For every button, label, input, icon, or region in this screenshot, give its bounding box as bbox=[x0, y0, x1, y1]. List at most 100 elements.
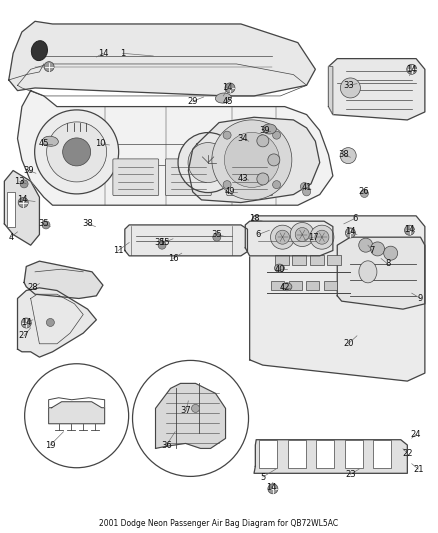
Text: 33: 33 bbox=[343, 81, 353, 90]
Circle shape bbox=[384, 246, 398, 260]
FancyBboxPatch shape bbox=[113, 159, 159, 196]
Text: 8: 8 bbox=[385, 260, 390, 268]
Circle shape bbox=[360, 189, 368, 198]
Circle shape bbox=[290, 222, 314, 247]
Circle shape bbox=[272, 181, 281, 189]
Ellipse shape bbox=[215, 93, 231, 103]
Text: 35: 35 bbox=[155, 238, 165, 247]
Bar bbox=[373, 440, 391, 468]
Circle shape bbox=[25, 364, 129, 468]
Circle shape bbox=[47, 122, 106, 182]
Ellipse shape bbox=[275, 264, 284, 272]
Circle shape bbox=[213, 233, 221, 241]
Text: 7: 7 bbox=[370, 246, 375, 255]
Text: 22: 22 bbox=[402, 449, 413, 457]
Circle shape bbox=[63, 138, 91, 166]
Ellipse shape bbox=[262, 124, 276, 134]
Text: 34: 34 bbox=[238, 134, 248, 143]
Polygon shape bbox=[188, 117, 320, 203]
Text: 13: 13 bbox=[14, 177, 25, 185]
Text: 36: 36 bbox=[161, 441, 172, 449]
Circle shape bbox=[42, 221, 50, 229]
Circle shape bbox=[158, 241, 166, 249]
Ellipse shape bbox=[224, 132, 279, 188]
Text: 28: 28 bbox=[28, 284, 38, 292]
Text: 19: 19 bbox=[45, 441, 56, 449]
Bar bbox=[288, 440, 306, 468]
Circle shape bbox=[188, 142, 228, 183]
Text: 23: 23 bbox=[345, 470, 356, 479]
Text: 1: 1 bbox=[120, 49, 125, 58]
Text: 38: 38 bbox=[82, 220, 93, 228]
Text: 14: 14 bbox=[17, 196, 27, 204]
Bar bbox=[310, 254, 324, 264]
Text: 18: 18 bbox=[249, 214, 259, 223]
Circle shape bbox=[257, 173, 269, 185]
Polygon shape bbox=[155, 383, 226, 448]
Text: 14: 14 bbox=[406, 65, 417, 74]
Circle shape bbox=[371, 242, 385, 256]
Text: 14: 14 bbox=[223, 84, 233, 92]
Circle shape bbox=[268, 154, 280, 166]
Text: 39: 39 bbox=[260, 126, 270, 135]
Bar bbox=[306, 281, 319, 290]
Text: 2001 Dodge Neon Passenger Air Bag Diagram for QB72WL5AC: 2001 Dodge Neon Passenger Air Bag Diagra… bbox=[99, 519, 339, 528]
Bar bbox=[316, 440, 334, 468]
Circle shape bbox=[133, 360, 248, 477]
Circle shape bbox=[223, 181, 231, 189]
Text: 49: 49 bbox=[225, 188, 235, 196]
Circle shape bbox=[407, 64, 417, 74]
Text: 45: 45 bbox=[39, 140, 49, 148]
Text: 15: 15 bbox=[159, 238, 170, 247]
Text: 26: 26 bbox=[358, 188, 369, 196]
Polygon shape bbox=[337, 237, 425, 309]
Polygon shape bbox=[254, 440, 407, 473]
Polygon shape bbox=[49, 402, 105, 424]
Text: 14: 14 bbox=[98, 49, 108, 58]
Circle shape bbox=[225, 83, 235, 93]
Circle shape bbox=[46, 318, 54, 327]
Text: 37: 37 bbox=[181, 406, 191, 415]
Text: 43: 43 bbox=[238, 174, 248, 183]
Polygon shape bbox=[24, 261, 103, 298]
Circle shape bbox=[44, 62, 54, 71]
Bar bbox=[259, 440, 277, 468]
Polygon shape bbox=[250, 216, 425, 381]
Text: 11: 11 bbox=[113, 246, 124, 255]
Ellipse shape bbox=[359, 261, 377, 283]
Circle shape bbox=[276, 230, 290, 244]
Bar bbox=[292, 254, 306, 264]
Circle shape bbox=[18, 198, 28, 207]
Polygon shape bbox=[328, 67, 333, 115]
Bar bbox=[327, 254, 341, 264]
Text: 14: 14 bbox=[404, 225, 415, 233]
Circle shape bbox=[346, 228, 355, 238]
Circle shape bbox=[35, 110, 119, 194]
Circle shape bbox=[271, 225, 294, 249]
Text: 9: 9 bbox=[418, 294, 423, 303]
Text: 27: 27 bbox=[19, 332, 29, 340]
Text: 39: 39 bbox=[23, 166, 34, 175]
Polygon shape bbox=[4, 171, 39, 245]
Circle shape bbox=[303, 188, 311, 196]
Bar bbox=[324, 281, 337, 290]
Circle shape bbox=[223, 131, 231, 139]
Circle shape bbox=[257, 135, 269, 147]
Bar bbox=[275, 254, 289, 264]
Polygon shape bbox=[328, 59, 425, 120]
Ellipse shape bbox=[212, 120, 292, 200]
Text: 29: 29 bbox=[187, 97, 198, 106]
Circle shape bbox=[295, 228, 309, 241]
Circle shape bbox=[315, 230, 329, 244]
Circle shape bbox=[268, 484, 278, 494]
Text: 6: 6 bbox=[352, 214, 357, 223]
Circle shape bbox=[310, 225, 334, 249]
FancyBboxPatch shape bbox=[166, 159, 211, 196]
Circle shape bbox=[300, 182, 308, 191]
Text: 45: 45 bbox=[223, 97, 233, 106]
Text: 20: 20 bbox=[343, 340, 353, 348]
Circle shape bbox=[21, 318, 31, 328]
Polygon shape bbox=[125, 225, 247, 256]
Polygon shape bbox=[245, 221, 333, 256]
Circle shape bbox=[191, 405, 200, 413]
